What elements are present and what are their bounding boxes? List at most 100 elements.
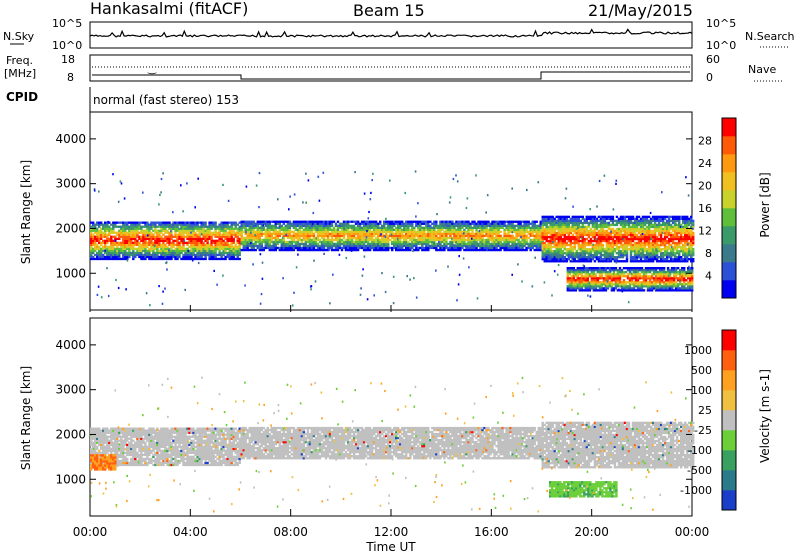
power-cell [655,239,659,243]
power-cell [385,238,388,242]
power-cell [491,228,494,232]
power-cell [611,237,615,241]
power-cell [692,254,695,257]
power-cell [678,221,681,225]
power-cell [453,232,456,236]
power-cell [527,224,530,228]
power-cell [590,273,594,276]
power-cell [493,240,496,244]
power-cell [274,246,278,250]
power-cell [383,220,386,223]
power-cells [90,170,695,307]
power-cell [491,240,494,244]
power-cell [158,257,161,261]
power-cell [288,224,292,228]
power-cell [571,229,575,233]
power-cell [286,220,290,223]
power-cell [663,254,667,257]
power-cell [549,256,552,259]
power-cell [605,235,609,239]
power-cell [178,231,181,234]
power-cell [465,234,468,238]
power-cell [659,260,663,263]
power-cell [475,240,478,244]
power-cell [661,239,665,243]
power-cell [531,240,534,244]
power-cell [415,246,418,250]
power-cell [453,240,456,244]
power-cell [194,227,197,230]
power-cell [581,221,585,225]
power-cell [160,255,163,259]
power-cell [555,256,558,259]
power-cell [463,248,466,252]
power-cell [346,238,350,242]
power-cell [637,250,641,253]
power-cell [389,226,392,230]
power-cell [374,228,378,232]
power-cell [503,246,506,250]
power-cell [680,217,683,221]
power-cell [138,231,141,234]
power-cell [623,223,627,227]
power-cell [130,237,133,241]
power-cell [326,234,330,238]
power-cell [583,241,587,245]
power-cell [348,232,352,236]
power-cell [360,242,364,246]
power-cell [643,219,647,223]
power-cell [581,233,585,237]
power-cell [505,244,508,248]
power-cell [589,243,593,247]
power-cell [580,279,584,282]
power-cell [489,242,492,246]
power-cell [366,230,370,234]
power-cell [238,243,241,247]
power-cell [641,237,645,241]
power-cell [138,237,141,241]
power-cell [280,240,284,244]
power-cell [128,245,131,249]
power-cell [635,233,639,237]
power-cell [613,219,617,223]
power-cell [132,251,135,255]
power-cell [639,233,643,237]
power-cell [671,250,675,253]
power-cell [344,226,348,230]
power-cell [128,247,131,251]
power-cell [393,242,396,246]
power-cell [346,232,350,236]
power-cell [248,236,251,240]
power-cell [415,222,418,225]
power-cell [609,243,613,247]
power-cell [94,229,97,232]
power-cell [601,260,605,263]
power-cell [292,224,296,228]
power-cell [232,249,235,253]
power-cell [138,251,141,255]
power-cell [597,223,601,227]
power-cell [563,227,567,231]
power-cell [521,226,524,230]
power-cell [587,260,591,263]
power-cell [421,220,424,223]
power-cell [124,229,127,232]
power-cell [423,232,426,236]
power-cell [631,250,635,253]
power-cell [688,235,691,239]
power-cell [282,222,286,225]
power-cell [118,237,121,241]
power-cell [368,238,372,242]
power-cell [395,230,398,234]
power-cell [288,236,292,240]
power-cell [122,245,125,249]
power-cell [200,247,203,251]
power-cell [256,228,260,232]
power-cell [565,260,569,263]
power-cell [383,244,386,248]
power-cell [667,260,671,263]
power-cell [563,237,567,241]
power-cell [192,231,195,234]
power-cell [425,246,428,250]
power-cell [232,233,235,236]
